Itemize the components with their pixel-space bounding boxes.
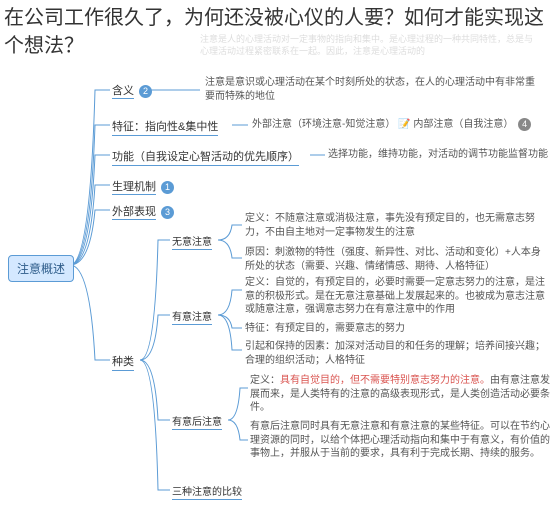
features-part1: 外部注意（环境注意-知觉注意）: [252, 119, 395, 130]
root-node: 注意概述: [8, 255, 74, 282]
badge-1: 1: [161, 181, 174, 194]
overlay-question: 在公司工作很久了，为何还没被心仪的人要？如何才能实现这个想法？: [4, 4, 554, 60]
note-icon: 📝: [398, 119, 410, 130]
involuntary-def-label: 定义：: [245, 213, 275, 224]
compare-label: 三种注意的比较: [172, 483, 242, 500]
involuntary-cause-text: 刺激物的特性（强度、新异性、对比、活动和变化）+人本身所处的状态（需要、兴趣、情…: [245, 247, 541, 272]
type-voluntary: 有意注意: [172, 308, 212, 325]
branch-function: 功能（自我设定心智活动的优先顺序）: [112, 148, 299, 166]
involuntary-cause: 原因：刺激物的特性（强度、新异性、对比、活动和变化）+人本身所处的状态（需要、兴…: [245, 246, 545, 273]
voluntary-feat-text: 有预定目的，需要意志的努力: [275, 323, 405, 334]
branch-meaning-label: 含义: [112, 85, 134, 99]
meaning-leaf: 注意是意识或心理活动在某个时刻所处的状态，在人的心理活动中有非常重要而特殊的地位: [205, 76, 535, 103]
type-post-voluntary: 有意后注意: [172, 413, 222, 430]
features-leaf: 外部注意（环境注意-知觉注意） 📝 内部注意（自我注意） 4: [252, 118, 552, 132]
badge-3: 3: [161, 206, 174, 219]
branch-types: 种类: [112, 353, 134, 371]
badge-4: 4: [518, 118, 531, 131]
voluntary-factors: 引起和保持的因素：加深对活动目的和任务的理解；培养间接兴趣；合理的组织活动；人格…: [245, 340, 545, 367]
involuntary-def: 定义：不随意注意或消极注意，事先没有预定目的，也无需意志努力，不由自主地对一定事…: [245, 212, 545, 239]
post-voluntary-def: 定义：具有自觉目的，但不需要特别意志努力的注意。由有意注意发展而来，是人类特有的…: [250, 374, 550, 415]
badge-2: 2: [139, 85, 152, 98]
branch-external-label: 外部表现: [112, 206, 156, 220]
voluntary-feat: 特征：有预定目的，需要意志的努力: [245, 322, 545, 336]
voluntary-feat-label: 特征：: [245, 323, 275, 334]
involuntary-cause-label: 原因：: [245, 247, 275, 258]
branch-features: 特征：指向性&集中性: [112, 118, 218, 136]
post-voluntary-detail: 有意后注意同时具有无意注意和有意注意的某些特征。可以在节约心理资源的同时，以给个…: [250, 420, 550, 461]
function-leaf: 选择功能，维持功能，对活动的调节功能监督功能: [328, 148, 548, 162]
voluntary-def: 定义：自觉的，有预定目的，必要时需要一定意志努力的注意，是注意的积极形式。是在无…: [245, 276, 545, 317]
voluntary-def-text: 自觉的，有预定目的，必要时需要一定意志努力的注意，是注意的积极形式。是在无意注意…: [245, 277, 545, 315]
post-voluntary-def-label: 定义：: [250, 375, 280, 386]
involuntary-def-text: 不随意注意或消极注意，事先没有预定目的，也无需意志努力，不由自主地对一定事物发生…: [245, 213, 535, 238]
features-part2: 内部注意（自我注意）: [413, 119, 513, 130]
voluntary-def-label: 定义：: [245, 277, 275, 288]
branch-external: 外部表现 3: [112, 203, 174, 219]
branch-physio: 生理机制 1: [112, 178, 174, 194]
branch-physio-label: 生理机制: [112, 181, 156, 195]
post-voluntary-red: 具有自觉目的，但不需要特别意志努力的注意。: [280, 375, 490, 386]
type-involuntary: 无意注意: [172, 233, 212, 250]
branch-meaning: 含义 2: [112, 82, 152, 98]
